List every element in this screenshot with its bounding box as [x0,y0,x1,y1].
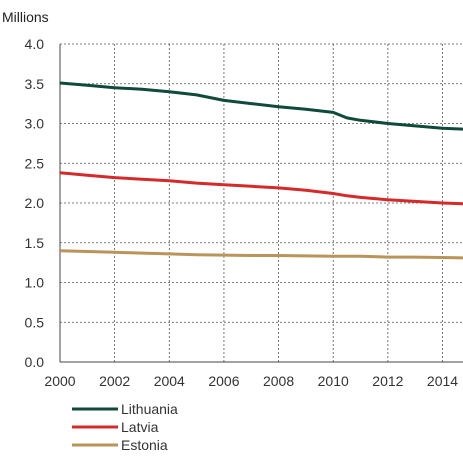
legend: Lithuania Latvia Estonia [72,401,178,453]
legend-label-lithuania: Lithuania [121,401,178,417]
legend-label-estonia: Estonia [121,437,168,453]
y-tick-label: 3.5 [25,76,45,92]
series-line-lithuania [59,81,463,131]
series-line-estonia [59,249,463,260]
y-tick-label: 2.5 [25,155,45,171]
unit-label: Millions [2,9,49,25]
x-tick-label: 2006 [208,373,239,389]
x-tick-label: 2002 [99,373,130,389]
series-lines [59,81,463,260]
y-tick-label: 1.5 [25,235,45,251]
y-tick-label: 3.0 [25,116,45,132]
x-tick-label: 2012 [372,373,403,389]
series-line-latvia [59,171,463,206]
y-tick-label: 2.0 [25,195,45,211]
x-tick-label: 2014 [427,373,458,389]
x-tick-label: 2008 [263,373,294,389]
grid [60,43,463,362]
x-tick-label: 2004 [154,373,185,389]
legend-label-latvia: Latvia [121,419,159,435]
x-tick-label: 2010 [318,373,349,389]
y-tick-label: 0.5 [25,314,45,330]
y-tick-label: 4.0 [25,36,45,52]
y-tick-label: 1.0 [25,275,45,291]
x-tick-label: 2000 [44,373,75,389]
y-tick-label: 0.0 [25,354,45,370]
axes: 4.0 3.5 3.0 2.5 2.0 1.5 1.0 0.5 0.0 2000 2002 2004 2… [25,36,463,389]
